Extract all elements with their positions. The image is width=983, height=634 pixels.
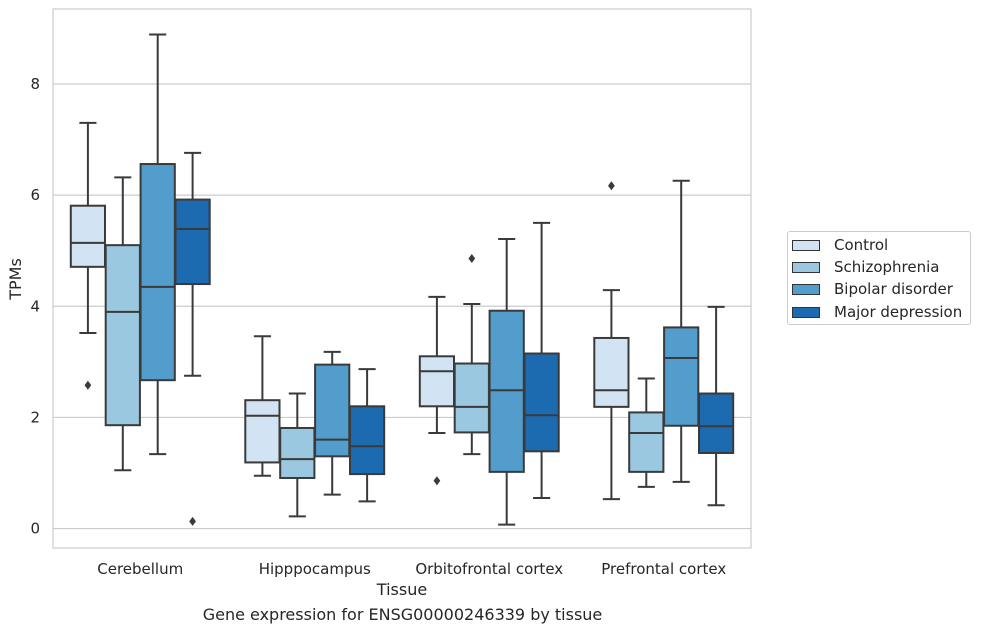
legend-item-bipolar-disorder: Bipolar disorder bbox=[792, 279, 953, 299]
box-iqr bbox=[314, 363, 351, 458]
box-iqr bbox=[69, 204, 107, 268]
box-iqr bbox=[104, 244, 141, 427]
box-3-0 bbox=[174, 151, 211, 526]
box-iqr bbox=[244, 399, 281, 464]
box-0-2 bbox=[418, 295, 456, 486]
box-1-2 bbox=[453, 253, 490, 456]
box-iqr bbox=[174, 198, 211, 286]
x-tick-label: Prefrontal cortex bbox=[601, 560, 726, 578]
box-iqr bbox=[628, 411, 665, 473]
box-3-1 bbox=[348, 368, 386, 503]
legend-item-major-depression: Major depression bbox=[792, 302, 962, 322]
legend-swatch bbox=[792, 306, 820, 318]
box-iqr bbox=[348, 405, 386, 476]
legend-label: Bipolar disorder bbox=[834, 280, 953, 298]
x-tick-label: Orbitofrontal cortex bbox=[415, 560, 563, 578]
y-tick-label: 2 bbox=[30, 408, 40, 426]
box-0-3 bbox=[593, 181, 630, 501]
box-iqr bbox=[697, 392, 735, 454]
box-iqr bbox=[523, 352, 560, 453]
x-tick-label: Cerebellum bbox=[97, 560, 183, 578]
box-0-1 bbox=[244, 335, 281, 477]
box-2-0 bbox=[139, 33, 176, 456]
box-iqr bbox=[418, 355, 456, 408]
box-3-3 bbox=[697, 305, 735, 507]
legend-item-schizophrenia: Schizophrenia bbox=[792, 257, 939, 277]
x-axis-label: Tissue bbox=[376, 580, 427, 599]
x-tick-label: Hipppocampus bbox=[259, 560, 371, 578]
legend: Control Schizophrenia Bipolar disorder M… bbox=[787, 231, 971, 325]
legend-label: Control bbox=[834, 236, 889, 254]
chart-caption: Gene expression for ENSG00000246339 by t… bbox=[202, 605, 603, 624]
plot-area-frame bbox=[52, 8, 752, 549]
box-0-0 bbox=[69, 121, 107, 390]
outlier-point bbox=[84, 380, 92, 390]
y-tick-label: 4 bbox=[30, 297, 40, 315]
box-2-1 bbox=[314, 350, 351, 496]
box-2-2 bbox=[488, 238, 525, 526]
legend-item-control: Control bbox=[792, 235, 888, 255]
box-2-3 bbox=[663, 179, 700, 483]
box-1-1 bbox=[279, 392, 316, 518]
outlier-point bbox=[433, 476, 441, 486]
y-axis-ticks: 0 2 4 6 8 bbox=[30, 75, 40, 538]
legend-label: Major depression bbox=[834, 303, 963, 321]
box-1-0 bbox=[104, 176, 141, 472]
legend-label: Schizophrenia bbox=[834, 258, 940, 276]
box-iqr bbox=[488, 309, 525, 473]
y-axis-label: TPMs bbox=[6, 258, 25, 301]
x-axis-ticks: Cerebellum Hipppocampus Orbitofrontal cort… bbox=[97, 560, 726, 578]
box-iqr bbox=[279, 426, 316, 479]
y-tick-label: 6 bbox=[30, 186, 40, 204]
outlier-point bbox=[189, 516, 196, 526]
outlier-point bbox=[468, 253, 476, 263]
legend-swatch bbox=[792, 283, 820, 295]
legend-swatch bbox=[792, 261, 820, 273]
outlier-point bbox=[608, 181, 615, 191]
y-tick-label: 8 bbox=[30, 75, 40, 93]
box-1-3 bbox=[628, 377, 665, 488]
box-iqr bbox=[593, 336, 630, 408]
box-3-2 bbox=[523, 221, 560, 499]
y-tick-label: 0 bbox=[30, 520, 40, 538]
box-iqr bbox=[663, 326, 700, 427]
box-iqr bbox=[139, 163, 176, 382]
legend-swatch bbox=[792, 239, 820, 251]
box-series bbox=[69, 33, 735, 526]
box-iqr bbox=[453, 362, 490, 434]
